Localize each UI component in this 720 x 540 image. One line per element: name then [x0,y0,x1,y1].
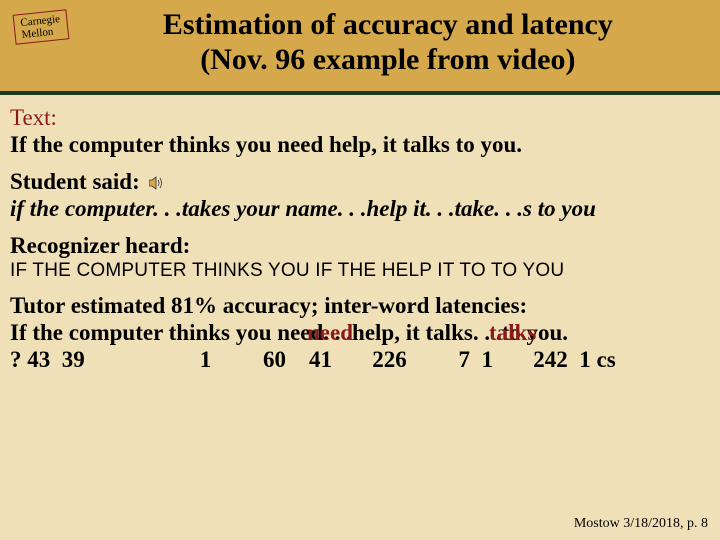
title-line2: (Nov. 96 example from video) [200,43,575,76]
tutor-sentence-row: If the computer thinks you need. . .help… [10,319,710,347]
tutor-block: Tutor estimated 81% accuracy; inter-word… [10,292,710,373]
tutor-overlay-talks: talks [489,319,536,346]
tutor-label: Tutor estimated 81% accuracy; inter-word… [10,292,710,319]
slide: Carnegie Mellon Estimation of accuracy a… [0,0,720,540]
recognizer-block: Recognizer heard: IF THE COMPUTER THINKS… [10,232,710,281]
text-content: If the computer thinks you need help, it… [10,131,710,158]
institution-logo: Carnegie Mellon [13,9,70,45]
student-block: Student said: if the computer. . .takes … [10,168,710,222]
slide-footer: Mostow 3/18/2018, p. 8 [574,516,708,532]
tutor-latency-numbers: ? 43 39 1 60 41 226 7 1 242 1 cs [10,347,710,373]
slide-title: Estimation of accuracy and latency (Nov.… [68,8,708,77]
recognizer-content: IF THE COMPUTER THINKS YOU IF THE HELP I… [10,260,710,282]
text-block: Text: If the computer thinks you need he… [10,105,710,158]
student-label: Student said: [10,168,710,195]
tutor-base-text: If the computer thinks you need. . .help… [10,319,568,346]
logo-line2: Mellon [21,25,62,41]
title-line1: Estimation of accuracy and latency [163,8,613,41]
slide-body: Text: If the computer thinks you need he… [0,95,720,540]
text-label: Text: [10,105,710,131]
tutor-overlay-need: need [307,319,353,346]
recognizer-label: Recognizer heard: [10,232,710,259]
slide-header: Carnegie Mellon Estimation of accuracy a… [0,0,720,91]
speaker-icon[interactable] [149,169,165,183]
student-content: if the computer. . .takes your name. . .… [10,195,710,222]
